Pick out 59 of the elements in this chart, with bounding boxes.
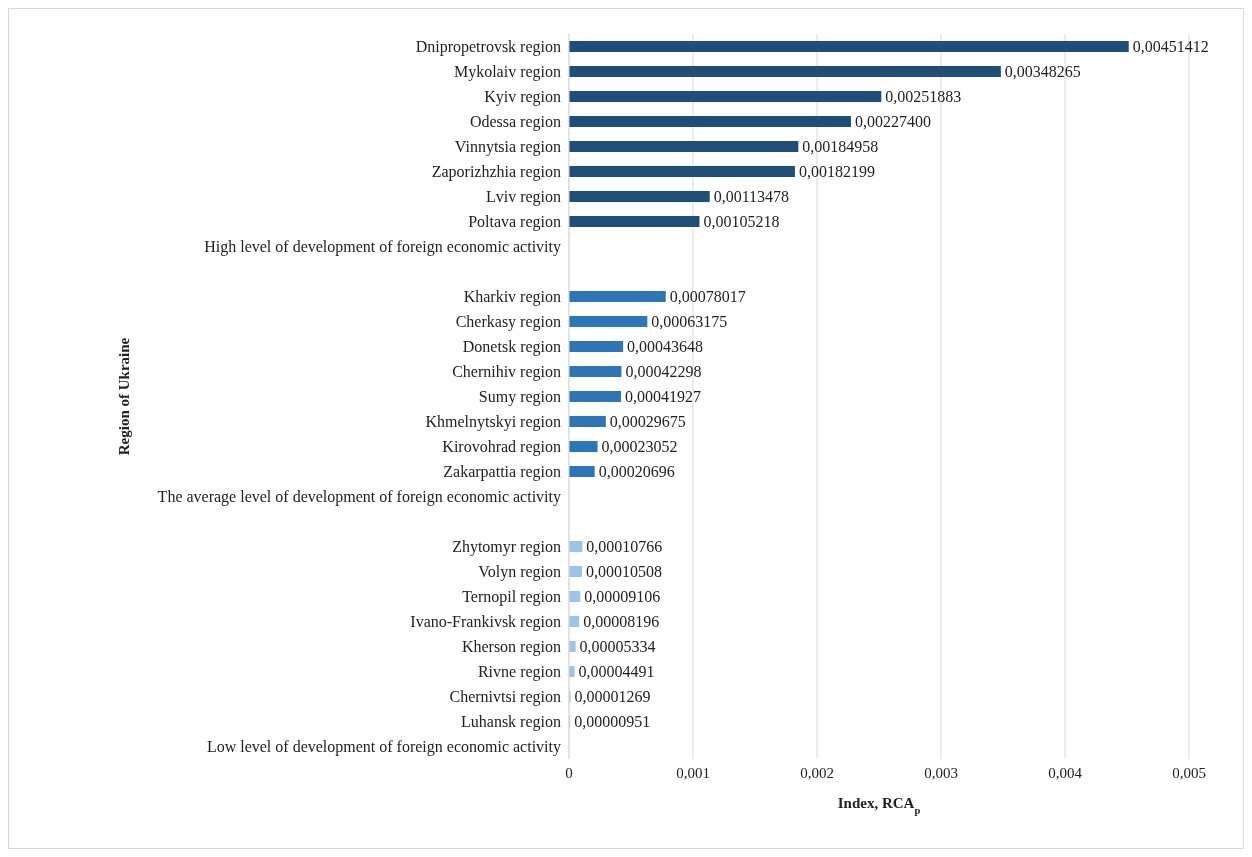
y-tick-label: Kharkiv region bbox=[463, 288, 561, 307]
y-tick-label: Kherson region bbox=[461, 638, 561, 657]
y-tick-label: Sumy region bbox=[478, 388, 561, 407]
y-tick-label: Donetsk region bbox=[462, 338, 561, 357]
data-label: 0,00043648 bbox=[627, 338, 704, 355]
data-label: 0,00010766 bbox=[586, 538, 663, 555]
y-tick-label: The average level of development of foreign economic activity bbox=[157, 488, 561, 507]
data-label: 0,00004491 bbox=[578, 663, 655, 680]
x-tick-label: 0,001 bbox=[676, 764, 710, 781]
data-label: 0,00113478 bbox=[713, 188, 790, 205]
y-tick-label: Volyn region bbox=[478, 563, 561, 582]
data-label: 0,00184958 bbox=[802, 138, 879, 155]
data-label: 0,00010508 bbox=[586, 563, 663, 580]
y-axis-title: Region of Ukraine bbox=[116, 337, 133, 456]
data-label: 0,00451412 bbox=[1132, 38, 1209, 55]
data-label: 0,00041927 bbox=[624, 388, 701, 405]
y-tick-label: Poltava region bbox=[468, 213, 561, 232]
x-tick-label: 0,002 bbox=[800, 764, 834, 781]
data-label: 0,00182199 bbox=[798, 163, 875, 180]
data-label: 0,00105218 bbox=[703, 213, 780, 230]
y-tick-label: Rivne region bbox=[477, 663, 561, 682]
y-tick-label: Odessa region bbox=[469, 113, 561, 132]
y-tick-label: Kirovohrad region bbox=[442, 438, 561, 457]
y-tick-label: Luhansk region bbox=[461, 713, 561, 732]
y-tick-label: Cherkasy region bbox=[455, 313, 561, 332]
y-tick-label: Chernihiv region bbox=[452, 363, 561, 382]
y-tick-label: Khmelnytskyi region bbox=[425, 413, 561, 432]
y-tick-label: Lviv region bbox=[485, 188, 561, 207]
y-tick-label: Kyiv region bbox=[484, 88, 561, 107]
x-tick-label: 0,005 bbox=[1172, 764, 1206, 781]
y-tick-label: Chernivtsi region bbox=[449, 688, 561, 707]
y-tick-label: Ternopil region bbox=[462, 588, 561, 607]
y-tick-label: Dnipropetrovsk region bbox=[415, 38, 561, 57]
data-label: 0,00227400 bbox=[854, 113, 931, 130]
data-label: 0,00009106 bbox=[584, 588, 661, 605]
y-tick-label: Mykolaiv region bbox=[453, 63, 561, 82]
data-label: 0,00042298 bbox=[625, 363, 702, 380]
y-tick-label: Zakarpattia region bbox=[443, 463, 561, 482]
y-tick-label: Low level of development of foreign economic activity bbox=[206, 738, 561, 757]
x-tick-label: 0,004 bbox=[1048, 764, 1083, 781]
data-label: 0,00023052 bbox=[601, 438, 678, 455]
data-label: 0,00005334 bbox=[579, 638, 656, 655]
data-label: 0,00063175 bbox=[651, 313, 728, 330]
x-tick-label: 0 bbox=[565, 764, 573, 781]
y-tick-label: Zhytomyr region bbox=[452, 538, 561, 557]
data-label: 0,00020696 bbox=[598, 463, 675, 480]
y-tick-label: Ivano-Frankivsk region bbox=[410, 613, 561, 632]
data-label: 0,00029675 bbox=[609, 413, 686, 430]
data-label: 0,00008196 bbox=[583, 613, 660, 630]
data-label: 0,00348265 bbox=[1004, 63, 1081, 80]
y-tick-label: High level of development of foreign economic activity bbox=[204, 238, 561, 257]
x-tick-label: 0,003 bbox=[924, 764, 958, 781]
data-label: 0,00078017 bbox=[669, 288, 746, 305]
data-label: 0,00001269 bbox=[574, 688, 651, 705]
x-axis-title: Index, RCA$_{p}$ bbox=[837, 795, 921, 816]
y-tick-label: Vinnytsia region bbox=[454, 138, 561, 157]
data-label: 0,00251883 bbox=[885, 88, 962, 105]
data-label: 0,00000951 bbox=[574, 713, 651, 730]
y-tick-label: Zaporizhzhia region bbox=[431, 163, 561, 182]
